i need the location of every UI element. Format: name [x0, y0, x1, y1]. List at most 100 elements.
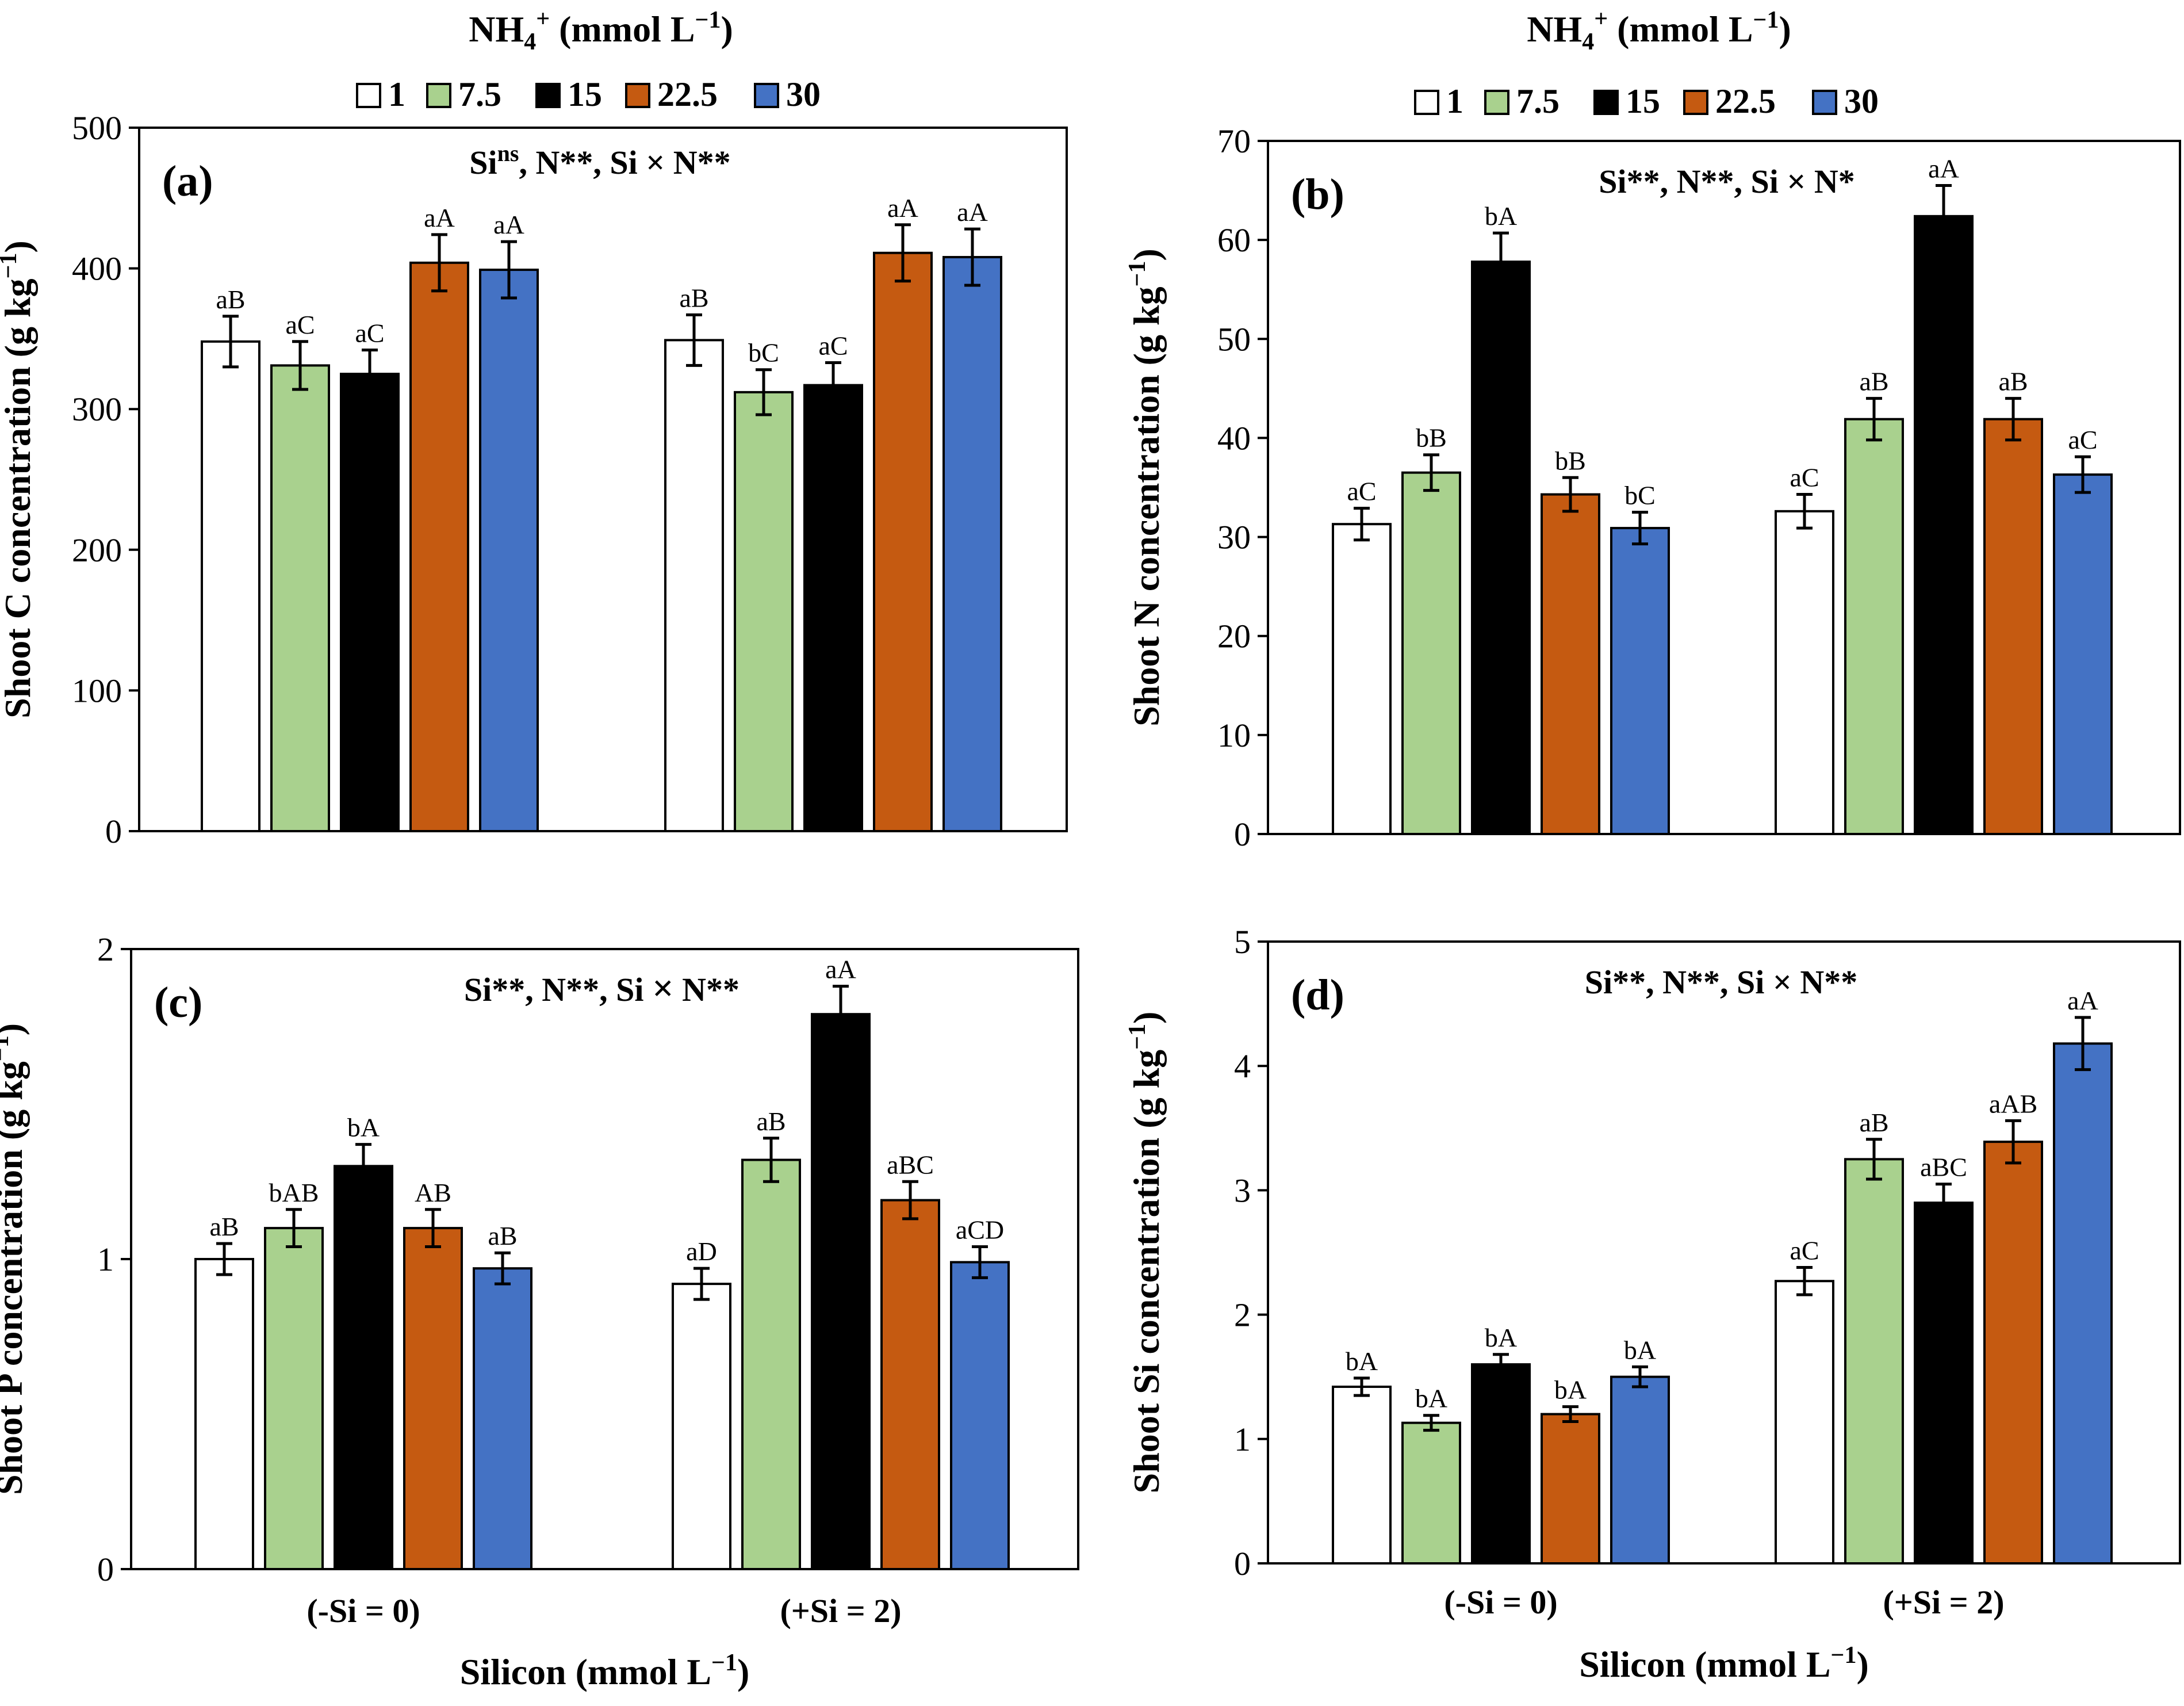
y-tick-label: 40	[1217, 419, 1251, 457]
bar	[1332, 523, 1392, 835]
stats-title: Si**, N**, Si × N**	[1585, 963, 1858, 1001]
data-label: bAB	[269, 1178, 319, 1207]
x-tick-label: (+Si = 2)	[1883, 1583, 2004, 1621]
panel-label: (b)	[1291, 170, 1344, 219]
data-label: aAB	[1989, 1089, 2037, 1118]
data-label: bA	[1346, 1347, 1378, 1376]
bar	[803, 384, 863, 832]
bar	[2053, 473, 2113, 835]
bar	[950, 1261, 1010, 1570]
data-label: AB	[415, 1178, 451, 1207]
data-label: aC	[1790, 463, 1819, 492]
data-label: bB	[1555, 446, 1586, 475]
data-label: aA	[957, 197, 988, 227]
y-tick-label: 200	[72, 531, 122, 569]
panel-a: 0 100 200 300 400 500 Shoot C concentration (g…	[0, 6, 1068, 850]
bar	[1610, 527, 1670, 835]
bar	[741, 1158, 801, 1570]
y-tick-label: 3	[1234, 1172, 1251, 1209]
bar	[403, 1227, 463, 1571]
bar	[1914, 1202, 1974, 1565]
data-label: bC	[1624, 481, 1656, 510]
x-tick-label: (-Si = 0)	[1444, 1583, 1557, 1621]
y-axis-title: Shoot C concentration (g kg−1)	[0, 240, 38, 718]
legend-label: 7.5	[458, 75, 501, 113]
legend-label: 30	[1844, 82, 1879, 120]
data-label: aB	[488, 1221, 517, 1250]
bar	[734, 391, 794, 832]
bar	[409, 261, 469, 833]
bar	[1332, 1385, 1392, 1565]
bar	[942, 256, 1002, 833]
y-tick-label: 10	[1217, 717, 1251, 754]
y-axis-title: Shoot Si concentration (g kg−1)	[1124, 1012, 1167, 1494]
bar	[1775, 1280, 1834, 1565]
data-label: aA	[887, 193, 918, 223]
data-label: aC	[355, 318, 384, 347]
bar	[1914, 215, 1974, 835]
panel-d: 0 1 2 3 4 5 Shoot Si concentration (g kg−1) (d)…	[1124, 923, 2181, 1685]
bar	[201, 340, 260, 832]
bar	[1401, 1421, 1461, 1565]
legend-label: 1	[1446, 82, 1463, 120]
data-label: aA	[825, 955, 856, 984]
plot-frame	[138, 127, 1068, 832]
data-label: aD	[686, 1237, 717, 1266]
bar	[334, 1165, 393, 1571]
bar	[479, 269, 539, 832]
data-label: aB	[216, 285, 245, 314]
bar	[880, 1199, 940, 1571]
y-axis-title: Shoot N concentration (g kg−1)	[1124, 248, 1167, 726]
y-tick-label: 70	[1217, 123, 1251, 160]
legend-swatch	[625, 83, 650, 108]
x-tick-label: (+Si = 2)	[780, 1592, 901, 1630]
data-label: bA	[347, 1113, 380, 1142]
data-label: bA	[1485, 201, 1517, 231]
stats-title: Si**, N**, Si × N**	[464, 967, 740, 1009]
legend: 1 7.5 15 22.5 30	[1414, 82, 1879, 120]
y-tick-label: 400	[72, 250, 122, 288]
data-label: aC	[1790, 1235, 1819, 1265]
legend-label: 15	[568, 75, 602, 113]
bar	[1471, 261, 1531, 835]
data-label: aB	[756, 1107, 786, 1136]
data-label: aB	[1859, 1108, 1888, 1137]
bar	[1844, 1158, 1904, 1565]
data-label: aB	[1998, 367, 2028, 396]
y-tick-label: 100	[72, 672, 122, 709]
legend-swatch	[1593, 90, 1619, 115]
data-label: aA	[493, 210, 524, 239]
legend-label: 22.5	[1715, 82, 1776, 120]
bar	[1541, 1413, 1600, 1565]
panel-label: (a)	[162, 157, 213, 205]
bar	[340, 373, 400, 832]
y-axis-title: Shoot P concentration (g kg−1)	[0, 1023, 30, 1495]
plot-frame	[1267, 940, 2181, 1565]
y-tick-label: 30	[1217, 519, 1251, 556]
data-label: aC	[285, 310, 315, 339]
data-label: aB	[209, 1212, 239, 1241]
legend-title: NH4+ (mmol L−1)	[469, 6, 733, 55]
y-tick-label: 0	[1234, 1545, 1251, 1582]
bar	[1983, 1141, 2043, 1565]
data-label: aBC	[887, 1150, 934, 1179]
data-label: aBC	[1920, 1153, 1967, 1182]
bar	[194, 1258, 254, 1570]
data-label: aCD	[956, 1215, 1004, 1244]
legend-swatch	[535, 83, 561, 108]
stats-title: Sins, N**, Si × N**	[469, 140, 730, 181]
legend-label: 7.5	[1516, 82, 1560, 120]
bar	[1471, 1363, 1531, 1565]
y-tick-label: 4	[1234, 1047, 1251, 1085]
panel-c: 0 1 2 Shoot P concentration (g kg−1) (c) Si**…	[0, 931, 1079, 1692]
data-label: aC	[2068, 425, 2097, 454]
y-tick-label: 50	[1217, 320, 1251, 358]
bar	[473, 1267, 532, 1570]
y-tick-label: 1	[1234, 1421, 1251, 1458]
legend-swatch	[754, 83, 779, 108]
legend: 1 7.5 15 22.5 30	[356, 75, 821, 113]
legend-label: 15	[1626, 82, 1660, 120]
legend-label: 22.5	[657, 75, 718, 113]
